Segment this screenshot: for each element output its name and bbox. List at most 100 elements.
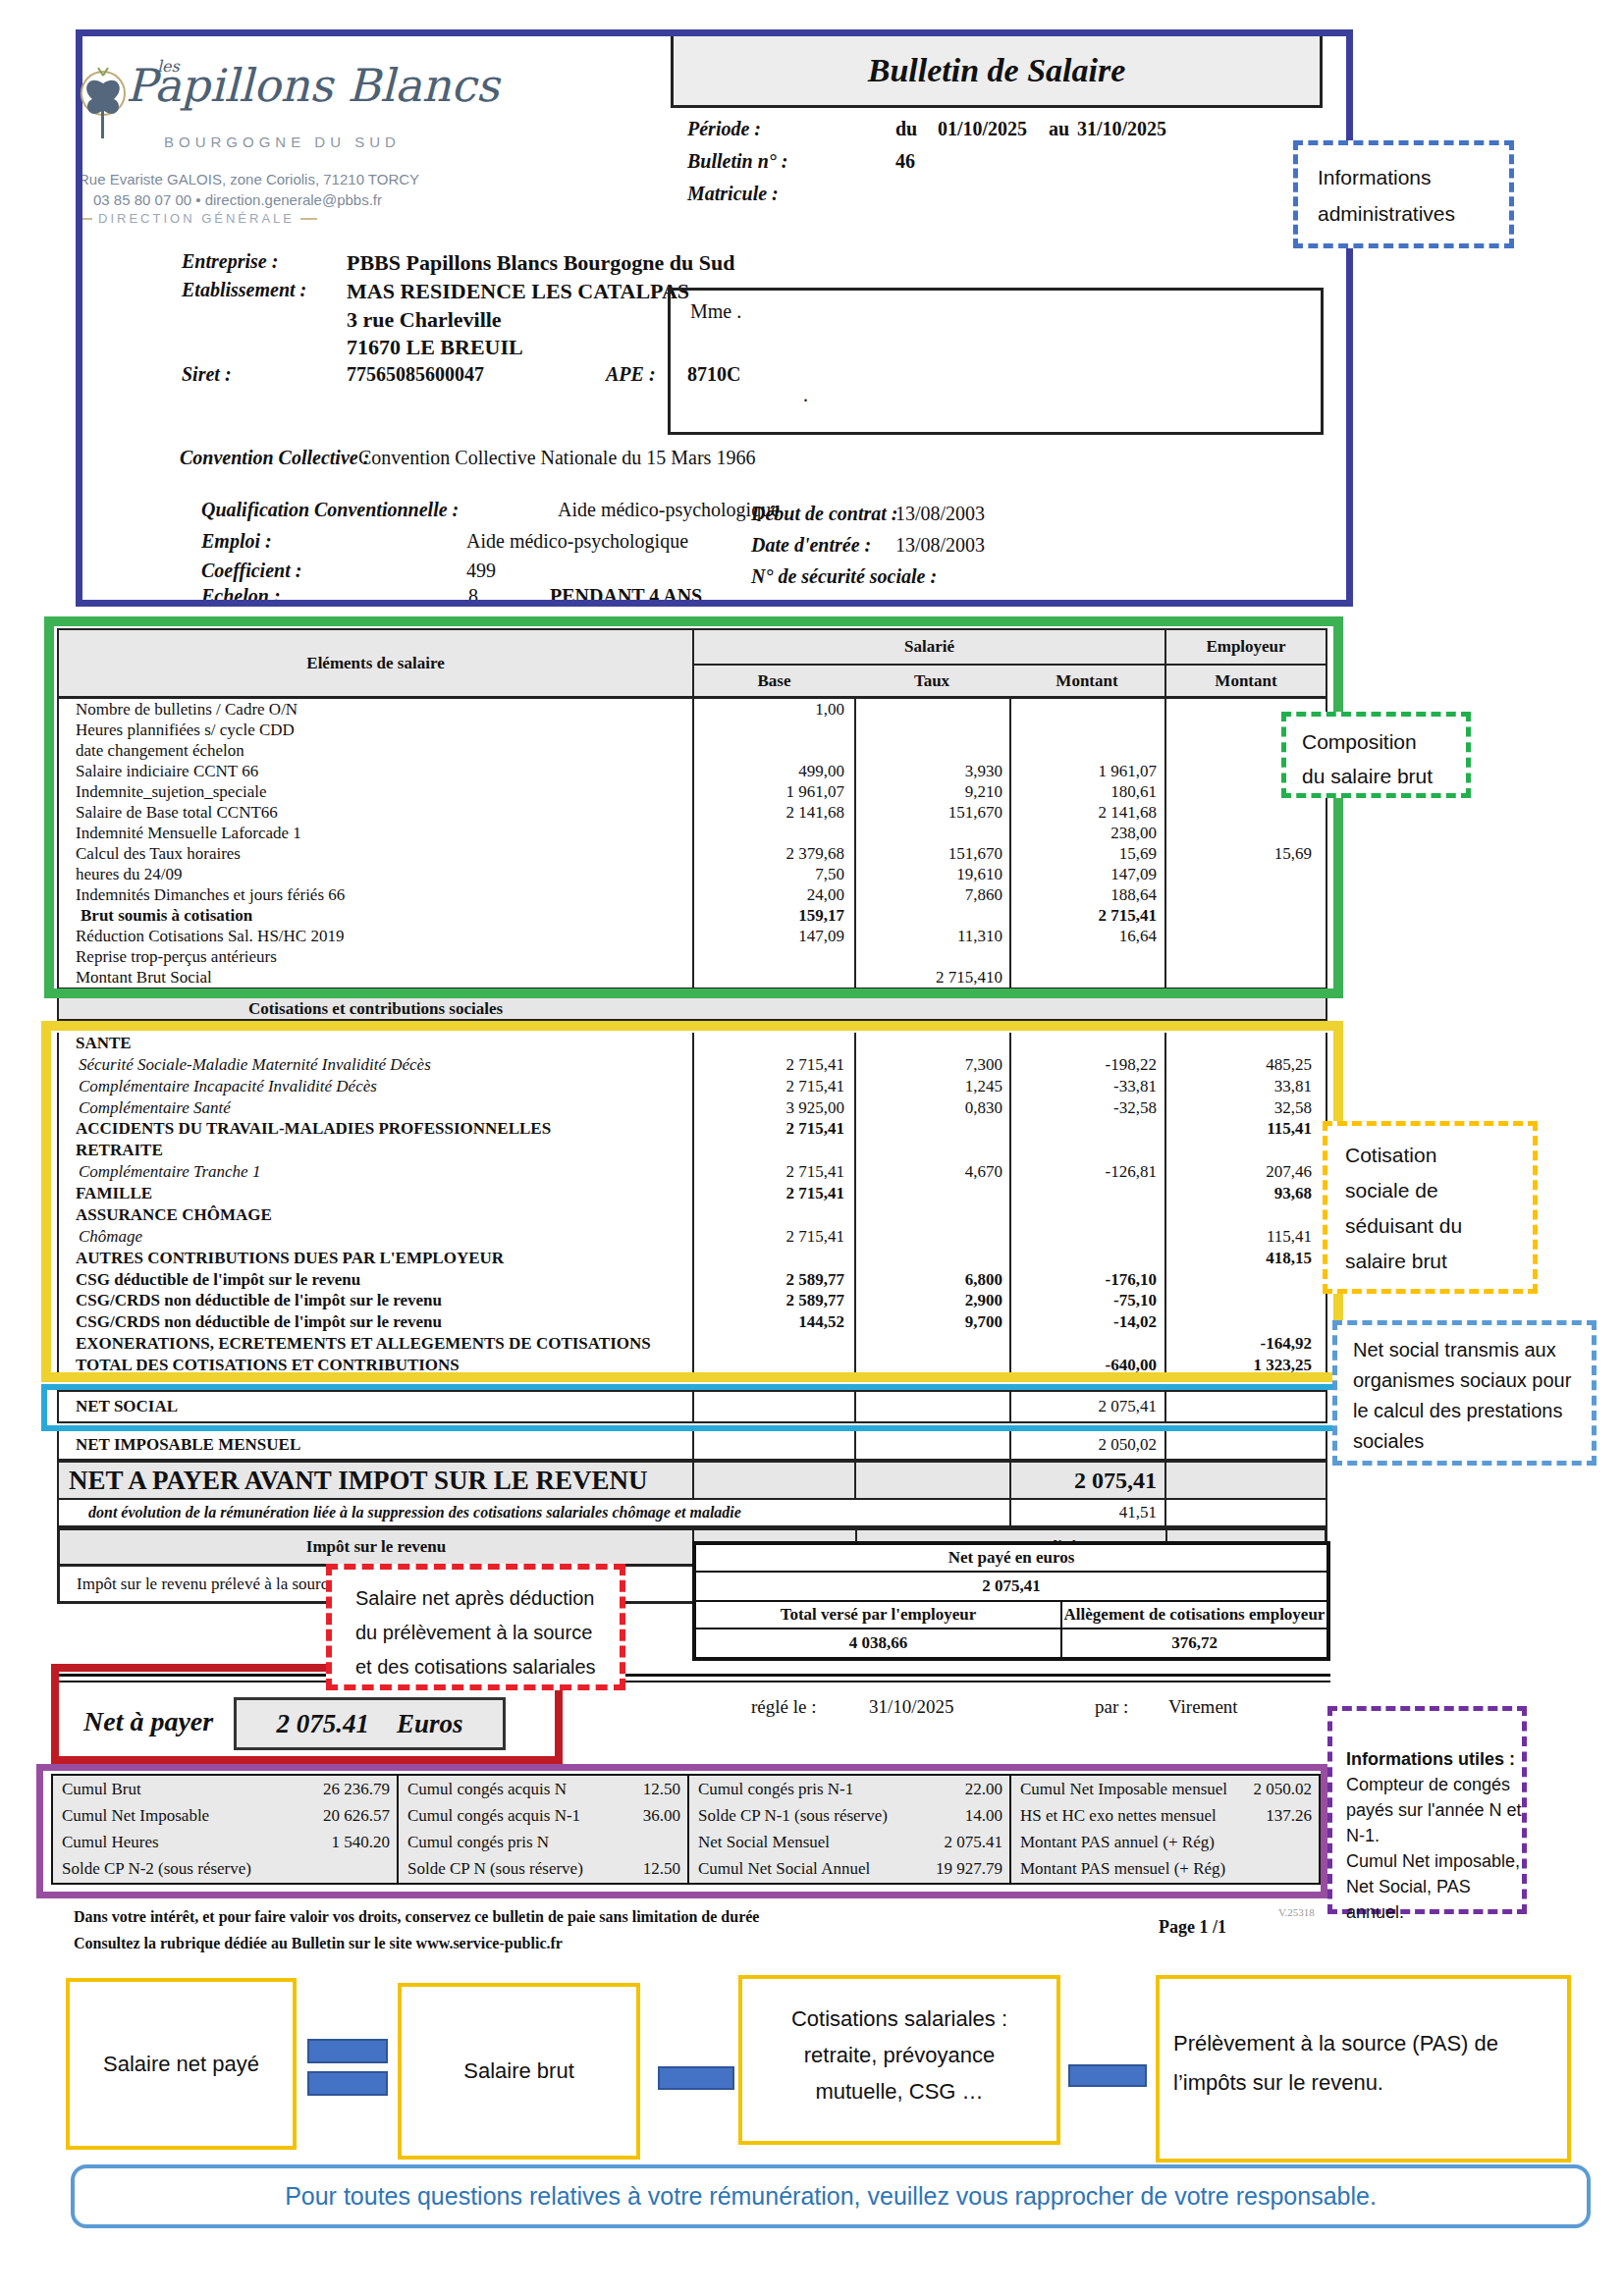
dont-evolution-row: dont évolution de la rémunération liée à… xyxy=(57,1500,1327,1527)
cumul-label: Cumul Brut xyxy=(62,1780,323,1799)
net-paye-value: 2 075,41 xyxy=(696,1573,1326,1602)
cumul-value: 1 540.20 xyxy=(332,1833,391,1852)
cumul-value: 12.50 xyxy=(643,1780,680,1799)
equals-icon-2 xyxy=(307,2071,388,2096)
net-imposable-row: NET IMPOSABLE MENSUEL 2 050,02 xyxy=(57,1431,1327,1461)
cumul-column-3: Cumul congés pris N-122.00Solde CP N-1 (… xyxy=(687,1776,1009,1883)
annotation-informations-utiles: Informations utiles : Compteur de congés… xyxy=(1327,1706,1527,1914)
cumul-label: Solde CP N-2 (sous réserve) xyxy=(62,1859,390,1879)
cumul-value: 20 626.57 xyxy=(323,1806,390,1826)
cumul-value: 36.00 xyxy=(643,1806,680,1826)
cumul-label: Cumul congés pris N-1 xyxy=(698,1780,965,1799)
flow-box-salaire-net: Salaire net payé xyxy=(66,1978,297,2150)
annotation-cotisation-sociale: Cotisation sociale de séduisant du salai… xyxy=(1323,1121,1538,1294)
net-a-payer-currency: Euros xyxy=(397,1709,463,1739)
cumul-item: Cumul Brut26 236.79 xyxy=(53,1776,397,1802)
net-social-frame xyxy=(41,1384,1343,1431)
cumul-item: Cumul Net Imposable mensuel2 050.02 xyxy=(1011,1776,1319,1802)
cumul-label: Cumul congés pris N xyxy=(407,1833,680,1852)
cumul-label: Solde CP N-1 (sous réserve) xyxy=(698,1806,965,1826)
cumul-label: Cumul congés acquis N xyxy=(407,1780,643,1799)
cumul-label: Cumul Net Social Annuel xyxy=(698,1859,936,1879)
dont-evolution-value: 41,51 xyxy=(1009,1500,1164,1525)
flow-box-salaire-brut: Salaire brut xyxy=(398,1983,640,2160)
cumul-value: 2 075.41 xyxy=(945,1833,1003,1852)
allegement-label: Allègement de cotisations employeur xyxy=(1060,1602,1326,1628)
cumul-label: Cumul Net Imposable mensuel xyxy=(1020,1780,1254,1799)
cumul-value: 14.00 xyxy=(965,1806,1002,1826)
cumul-item: Cumul congés acquis N12.50 xyxy=(399,1776,687,1802)
regle-label: réglé le : xyxy=(751,1696,816,1718)
total-employeur-label: Total versé par l'employeur xyxy=(696,1602,1060,1628)
footer-line2: Consultez la rubrique dédiée au Bulletin… xyxy=(74,1935,563,1952)
cumul-label: Montant PAS annuel (+ Rég) xyxy=(1020,1833,1312,1852)
cumul-label: Net Social Mensuel xyxy=(698,1833,945,1852)
cumul-item: Cumul congés pris N xyxy=(399,1830,687,1856)
page-number: Page 1 /1 xyxy=(1159,1917,1226,1938)
annotation-composition-salaire-brut: Composition du salaire brut xyxy=(1281,712,1471,798)
net-a-payer-row: NET A PAYER AVANT IMPOT SUR LE REVENU 2 … xyxy=(57,1461,1327,1500)
net-paye-title: Net payé en euros xyxy=(696,1545,1326,1573)
net-a-payer-amount: 2 075.41 xyxy=(276,1709,369,1739)
cumul-value: 137.26 xyxy=(1266,1806,1312,1826)
annotation-utiles-title: Informations utiles : xyxy=(1346,1749,1515,1769)
dont-evolution-label: dont évolution de la rémunération liée à… xyxy=(59,1500,1009,1525)
impot-header-label: Impôt sur le revenu xyxy=(60,1530,692,1564)
equals-icon xyxy=(307,2039,388,2063)
cumul-table: Cumul Brut26 236.79Cumul Net Imposable20… xyxy=(51,1774,1321,1885)
par-label: par : xyxy=(1095,1696,1128,1718)
annotation-informations-administratives: Informations administratives xyxy=(1293,140,1514,248)
flow-footer-note: Pour toutes questions relatives à votre … xyxy=(71,2164,1591,2228)
cumul-item: Solde CP N-1 (sous réserve)14.00 xyxy=(689,1802,1009,1829)
cumul-label: Montant PAS mensuel (+ Rég) xyxy=(1020,1859,1312,1879)
version-number: V.25318 xyxy=(1278,1906,1315,1918)
cumul-label: Cumul congés acquis N-1 xyxy=(407,1806,643,1826)
minus-icon-2 xyxy=(1068,2064,1147,2087)
salary-section-frame xyxy=(44,616,1343,998)
net-imposable-value: 2 050,02 xyxy=(1009,1431,1164,1459)
net-paye-box: Net payé en euros 2 075,41 Total versé p… xyxy=(692,1541,1330,1661)
cumul-value: 19 927.79 xyxy=(936,1859,1002,1879)
net-a-payer-box-label: Net à payer xyxy=(83,1706,213,1737)
cumul-value: 2 050.02 xyxy=(1254,1780,1313,1799)
net-imposable-label: NET IMPOSABLE MENSUEL xyxy=(59,1431,692,1459)
payslip-page: les Papillons Blancs BOURGOGNE DU SUD Ru… xyxy=(0,0,1624,2296)
cumul-item: Cumul congés pris N-122.00 xyxy=(689,1776,1009,1802)
butterfly-logo-icon xyxy=(79,56,128,144)
cumul-column-2: Cumul congés acquis N12.50Cumul congés a… xyxy=(397,1776,687,1883)
cumul-item: Cumul Heures1 540.20 xyxy=(53,1830,397,1856)
cotisations-band: Cotisations et contributions sociales xyxy=(57,998,1327,1021)
cumul-item: Cumul Net Social Annuel19 927.79 xyxy=(689,1856,1009,1883)
cumul-value: 26 236.79 xyxy=(323,1780,390,1799)
minus-icon xyxy=(658,2066,734,2090)
cumul-item: Montant PAS mensuel (+ Rég) xyxy=(1011,1856,1319,1883)
cumul-label: Cumul Heures xyxy=(62,1833,332,1852)
total-employeur-value: 4 038,66 xyxy=(696,1629,1060,1657)
cumul-label: Solde CP N (sous réserve) xyxy=(407,1859,643,1879)
admin-section-frame xyxy=(76,29,1353,607)
cumul-item: Net Social Mensuel2 075.41 xyxy=(689,1830,1009,1856)
net-a-payer-value: 2 075,41 xyxy=(1009,1463,1164,1498)
cumul-column-4: Cumul Net Imposable mensuel2 050.02HS et… xyxy=(1009,1776,1319,1883)
par-value: Virement xyxy=(1168,1696,1238,1718)
cumul-item: Cumul Net Imposable20 626.57 xyxy=(53,1802,397,1829)
cumul-value: 22.00 xyxy=(965,1780,1002,1799)
flow-box-cotisations: Cotisations salariales : retraite, prévo… xyxy=(738,1975,1060,2145)
footer-line1: Dans votre intérêt, et pour faire valoir… xyxy=(74,1908,759,1926)
cumul-item: Cumul congés acquis N-136.00 xyxy=(399,1802,687,1829)
allegement-value: 376,72 xyxy=(1060,1629,1326,1657)
cumul-value: 12.50 xyxy=(643,1859,680,1879)
cumul-label: HS et HC exo nettes mensuel xyxy=(1020,1806,1266,1826)
cotisation-section-frame xyxy=(41,1021,1343,1382)
annotation-utiles-body: Compteur de congés payés sur l'année N e… xyxy=(1346,1775,1522,1922)
net-a-payer-amount-box: 2 075.41 Euros xyxy=(234,1697,506,1750)
cumul-item: HS et HC exo nettes mensuel137.26 xyxy=(1011,1802,1319,1829)
cumul-item: Solde CP N (sous réserve)12.50 xyxy=(399,1856,687,1883)
annotation-net-social: Net social transmis aux organismes socia… xyxy=(1332,1320,1597,1466)
flow-box-pas: Prélèvement à la source (PAS) de l’impôt… xyxy=(1156,1975,1571,2163)
cumul-item: Montant PAS annuel (+ Rég) xyxy=(1011,1830,1319,1856)
cumul-item: Solde CP N-2 (sous réserve) xyxy=(53,1856,397,1883)
cumul-column-1: Cumul Brut26 236.79Cumul Net Imposable20… xyxy=(53,1776,397,1883)
regle-date: 31/10/2025 xyxy=(869,1696,954,1718)
annotation-salaire-net: Salaire net après déduction du prélèveme… xyxy=(326,1564,625,1690)
